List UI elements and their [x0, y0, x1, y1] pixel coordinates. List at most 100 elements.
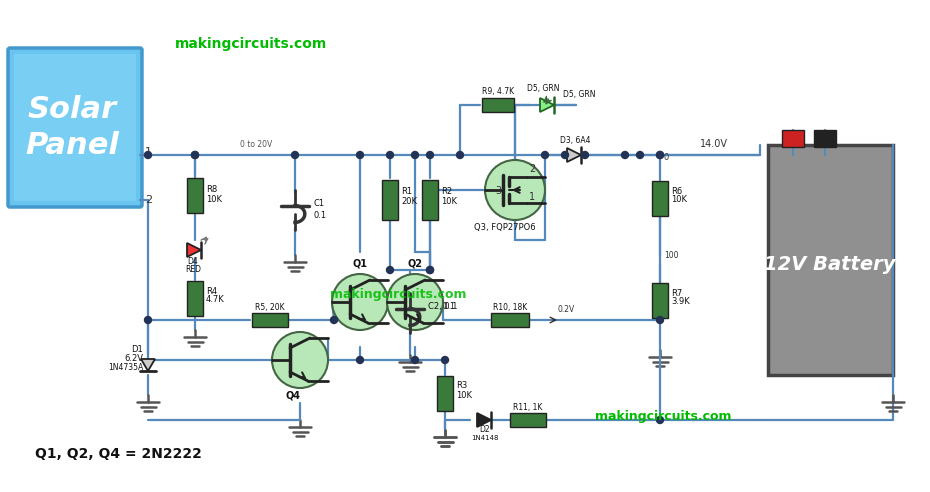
Text: R8: R8 — [206, 185, 218, 194]
Bar — [768, 145, 893, 375]
Text: C2, 0.1: C2, 0.1 — [428, 302, 458, 310]
Bar — [187, 280, 203, 315]
Circle shape — [411, 152, 418, 158]
Text: Panel: Panel — [25, 130, 119, 159]
Text: 3: 3 — [495, 186, 501, 196]
Circle shape — [657, 152, 663, 158]
Text: R6: R6 — [671, 186, 683, 195]
Circle shape — [387, 274, 443, 330]
Text: 0.2V: 0.2V — [558, 305, 576, 314]
Circle shape — [457, 152, 463, 158]
Text: makingcircuits.com: makingcircuits.com — [595, 410, 732, 423]
Text: R7: R7 — [671, 288, 683, 298]
Text: 20K: 20K — [401, 197, 417, 207]
Text: 1: 1 — [145, 147, 152, 157]
Circle shape — [427, 152, 433, 158]
Text: 3.9K: 3.9K — [671, 298, 690, 307]
Circle shape — [291, 152, 299, 158]
Text: Q4: Q4 — [285, 390, 300, 400]
Text: 0 to 20V: 0 to 20V — [240, 140, 272, 149]
Text: R2: R2 — [441, 187, 452, 196]
FancyBboxPatch shape — [14, 54, 136, 201]
Text: R10, 18K: R10, 18K — [493, 303, 527, 312]
Bar — [422, 180, 438, 220]
Text: Solar: Solar — [28, 95, 116, 124]
Polygon shape — [477, 413, 491, 427]
Circle shape — [541, 152, 549, 158]
Circle shape — [330, 316, 338, 324]
Text: D5, GRN: D5, GRN — [563, 91, 595, 99]
Circle shape — [636, 152, 644, 158]
Text: 2: 2 — [145, 195, 153, 205]
Circle shape — [657, 316, 663, 324]
Text: 4.7K: 4.7K — [206, 296, 225, 305]
Text: 12V Battery: 12V Battery — [764, 255, 896, 275]
Polygon shape — [141, 359, 155, 371]
FancyBboxPatch shape — [8, 48, 142, 207]
Text: RED: RED — [185, 265, 201, 274]
Circle shape — [657, 417, 663, 424]
Bar — [482, 98, 514, 112]
Polygon shape — [567, 148, 581, 162]
Bar — [652, 282, 668, 317]
Text: D4: D4 — [188, 257, 198, 266]
Text: 1N4148: 1N4148 — [472, 435, 498, 441]
Text: R11, 1K: R11, 1K — [513, 403, 543, 412]
Polygon shape — [540, 98, 554, 112]
Polygon shape — [187, 243, 201, 257]
Text: D2: D2 — [480, 425, 490, 434]
Bar — [382, 180, 398, 220]
Circle shape — [332, 274, 388, 330]
Text: 10K: 10K — [441, 197, 457, 207]
Circle shape — [144, 152, 152, 158]
Text: 10K: 10K — [456, 391, 472, 400]
Text: R9, 4.7K: R9, 4.7K — [482, 87, 514, 96]
Text: R3: R3 — [456, 381, 467, 391]
Circle shape — [562, 152, 568, 158]
Circle shape — [356, 152, 364, 158]
Text: 6.2V: 6.2V — [124, 354, 143, 363]
Circle shape — [272, 332, 328, 388]
Text: 1: 1 — [529, 192, 535, 202]
Text: C2, 0.1: C2, 0.1 — [428, 303, 455, 311]
Circle shape — [411, 357, 418, 364]
Text: D1: D1 — [131, 345, 143, 354]
Text: R1: R1 — [401, 187, 412, 196]
Text: 0: 0 — [664, 153, 670, 162]
Text: 0.1: 0.1 — [313, 211, 326, 219]
Text: 100: 100 — [664, 251, 679, 260]
Circle shape — [485, 160, 545, 220]
Circle shape — [442, 357, 448, 364]
Text: makingcircuits.com: makingcircuits.com — [330, 288, 467, 301]
Bar — [491, 313, 529, 327]
Text: Q2: Q2 — [407, 259, 422, 269]
Text: Q1, Q2, Q4 = 2N2222: Q1, Q2, Q4 = 2N2222 — [35, 447, 202, 461]
Circle shape — [356, 357, 364, 364]
Circle shape — [387, 152, 393, 158]
Bar — [652, 181, 668, 215]
Circle shape — [427, 267, 433, 274]
Text: D3, 6A4: D3, 6A4 — [560, 136, 591, 145]
Circle shape — [192, 152, 198, 158]
Text: Q3, FQP27PO6: Q3, FQP27PO6 — [474, 223, 536, 232]
Text: 2: 2 — [529, 164, 536, 174]
Bar — [510, 413, 546, 427]
Circle shape — [144, 316, 152, 324]
Circle shape — [621, 152, 629, 158]
Bar — [437, 375, 453, 410]
Circle shape — [427, 267, 433, 274]
Text: makingcircuits.com: makingcircuits.com — [175, 37, 327, 51]
Bar — [782, 130, 804, 147]
Circle shape — [192, 152, 198, 158]
Bar — [187, 178, 203, 213]
Text: R5, 20K: R5, 20K — [255, 303, 285, 312]
Circle shape — [387, 267, 393, 274]
Text: R4: R4 — [206, 286, 217, 296]
Circle shape — [581, 152, 589, 158]
Text: D5, GRN: D5, GRN — [526, 84, 559, 93]
Text: 10K: 10K — [206, 195, 222, 205]
Text: Q1: Q1 — [352, 259, 367, 269]
Circle shape — [657, 152, 663, 158]
Text: 10K: 10K — [671, 195, 687, 205]
Bar — [814, 130, 836, 147]
